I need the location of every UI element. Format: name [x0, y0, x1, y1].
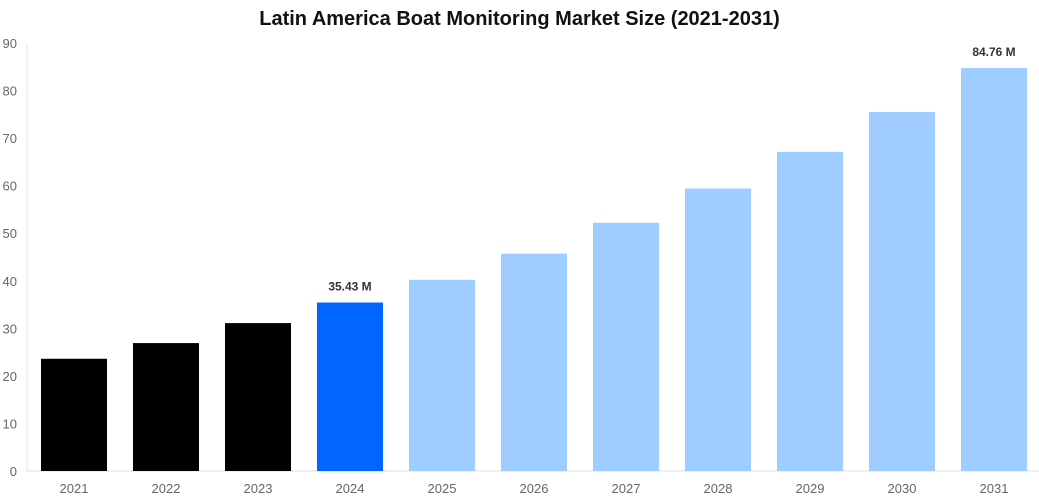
- x-tick-label: 2021: [60, 481, 89, 496]
- y-tick-label: 60: [3, 179, 17, 194]
- y-tick-label: 30: [3, 321, 17, 336]
- bar-2027: [593, 222, 659, 471]
- bar-2029: [777, 151, 843, 471]
- y-tick-label: 80: [3, 84, 17, 99]
- bar-2022: [133, 343, 199, 471]
- bar-2024: [317, 302, 383, 471]
- x-tick-label: 2030: [888, 481, 917, 496]
- x-tick-label: 2022: [152, 481, 181, 496]
- y-tick-label: 0: [10, 464, 17, 479]
- bar-2026: [501, 253, 567, 471]
- y-tick-label: 50: [3, 226, 17, 241]
- bar-2028: [685, 188, 751, 471]
- y-tick-label: 10: [3, 416, 17, 431]
- x-tick-label: 2031: [980, 481, 1009, 496]
- bar-2025: [409, 279, 475, 471]
- bar-2031: [961, 67, 1027, 471]
- x-tick-label: 2027: [612, 481, 641, 496]
- y-tick-label: 40: [3, 274, 17, 289]
- bar-2021: [41, 358, 107, 471]
- x-tick-label: 2029: [796, 481, 825, 496]
- x-tick-label: 2023: [244, 481, 273, 496]
- x-tick-label: 2025: [428, 481, 457, 496]
- x-tick-label: 2026: [520, 481, 549, 496]
- y-tick-label: 70: [3, 131, 17, 146]
- x-tick-label: 2024: [336, 481, 365, 496]
- bar-2030: [869, 111, 935, 471]
- chart-title: Latin America Boat Monitoring Market Siz…: [259, 8, 780, 30]
- data-label: 35.43 M: [328, 280, 371, 294]
- bar-2023: [225, 323, 291, 471]
- y-tick-label: 90: [3, 36, 17, 51]
- x-tick-label: 2028: [704, 481, 733, 496]
- data-label: 84.76 M: [972, 45, 1015, 59]
- y-tick-label: 20: [3, 369, 17, 384]
